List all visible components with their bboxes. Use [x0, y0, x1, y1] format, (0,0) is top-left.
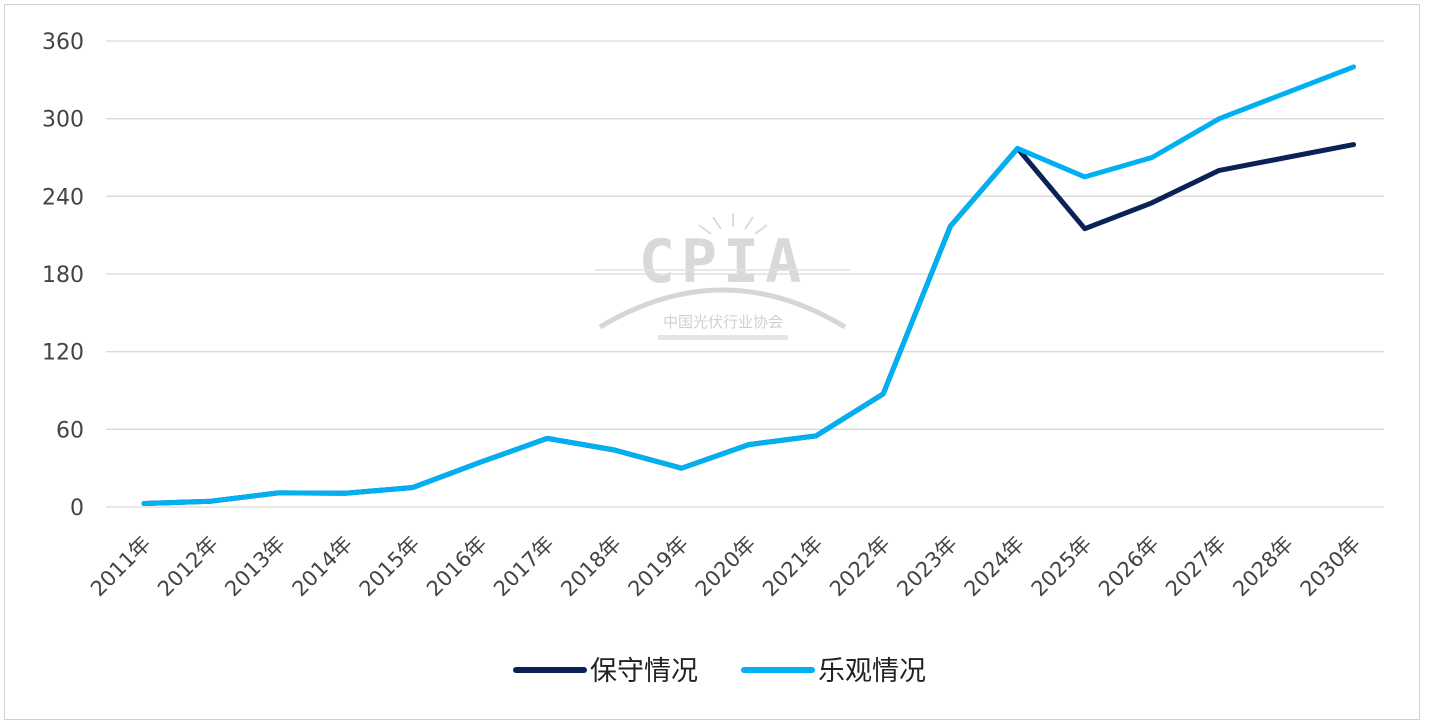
- x-tick-label: 2027年: [1161, 532, 1231, 602]
- legend-item-conservative: 保守情况: [513, 656, 698, 687]
- y-tick-label: 360: [42, 30, 84, 55]
- y-axis-ticks: 0 60 120 180 240 300 360: [42, 30, 84, 521]
- x-tick-label: 2017年: [489, 532, 559, 602]
- watermark-arc: [598, 287, 847, 330]
- x-axis-ticks: 2011年2012年2013年2014年2015年2016年2017年2018年…: [86, 532, 1365, 602]
- x-tick-label: 2013年: [220, 532, 290, 602]
- y-tick-label: 0: [70, 496, 84, 521]
- chart-frame: CPIA 中国光伏行业协会 0 60 120 180 240 300 360 2011年 20…: [4, 4, 1420, 720]
- x-tick-label: 2026年: [1094, 532, 1164, 602]
- watermark-subtitle: 中国光伏行业协会: [663, 313, 783, 331]
- x-tick-label: 2014年: [288, 532, 358, 602]
- y-tick-label: 240: [42, 185, 84, 210]
- x-tick-label: 2030年: [1296, 532, 1366, 602]
- watermark-logo-text: CPIA: [639, 227, 808, 297]
- y-tick-label: 180: [42, 263, 84, 288]
- cpia-watermark-logo: CPIA 中国光伏行业协会: [595, 213, 850, 340]
- x-tick-label: 2020年: [691, 532, 761, 602]
- grid-lines: [106, 40, 1384, 508]
- legend-label: 保守情况: [590, 656, 698, 687]
- series-lines: [141, 64, 1357, 506]
- x-tick-label: 2019年: [624, 532, 694, 602]
- x-tick-label: 2022年: [825, 532, 895, 602]
- series-line-optimistic: [141, 64, 1357, 506]
- legend-label: 乐观情况: [818, 656, 926, 687]
- x-tick-label: 2025年: [1027, 532, 1097, 602]
- x-tick-label: 2018年: [556, 532, 626, 602]
- legend: 保守情况 乐观情况: [513, 656, 926, 687]
- y-tick-label: 60: [56, 418, 84, 443]
- x-tick-label: 2024年: [960, 532, 1030, 602]
- x-tick-label: 2011年: [86, 532, 156, 602]
- x-tick-label: 2015年: [355, 532, 425, 602]
- x-tick-label: 2028年: [1228, 532, 1298, 602]
- y-tick-label: 120: [42, 341, 84, 366]
- legend-item-optimistic: 乐观情况: [741, 656, 926, 687]
- watermark-english-line: [658, 335, 788, 340]
- x-tick-label: 2012年: [153, 532, 223, 602]
- x-tick-label: 2021年: [758, 532, 828, 602]
- x-tick-label: 2023年: [892, 532, 962, 602]
- watermark-rays: [698, 213, 768, 235]
- x-tick-label: 2016年: [422, 532, 492, 602]
- y-tick-label: 300: [42, 108, 84, 133]
